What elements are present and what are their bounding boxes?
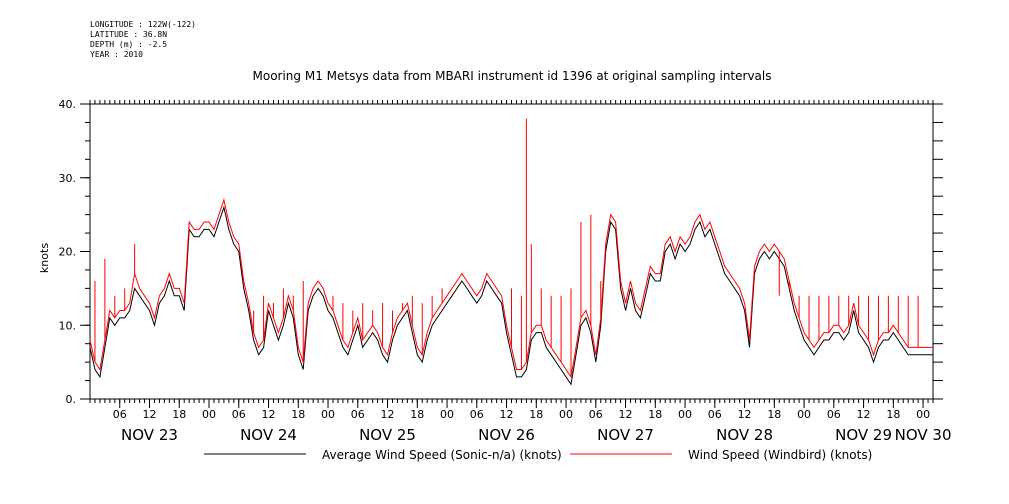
legend-label-average-wind-speed: Average Wind Speed (Sonic-n/a) (knots): [322, 448, 562, 462]
longitude-text: LONGITUDE : 122W(-122): [90, 20, 196, 29]
y-tick-label: 0.: [66, 393, 77, 406]
x-hour-label: 12: [738, 408, 752, 421]
depth-text: DEPTH (m) : -2.5: [90, 40, 168, 49]
x-date-label: NOV 30: [895, 426, 952, 444]
x-hour-label: 18: [648, 408, 662, 421]
x-hour-label: 18: [529, 408, 543, 421]
y-axis-label: knots: [38, 243, 51, 273]
x-hour-label: 12: [500, 408, 514, 421]
y-tick-label: 40.: [59, 98, 77, 111]
x-date-label: NOV 25: [359, 426, 416, 444]
latitude-text: LATITUDE : 36.8N: [90, 30, 168, 39]
x-hour-label: 00: [440, 408, 454, 421]
y-tick-label: 10.: [59, 319, 77, 332]
x-hour-label: 00: [678, 408, 692, 421]
x-hour-label: 06: [827, 408, 841, 421]
series-line-average-wind-speed: [89, 205, 933, 386]
x-hour-label: 00: [202, 408, 216, 421]
minor-ticks: [85, 100, 943, 403]
year-text: YEAR : 2010: [90, 50, 143, 59]
y-tick-label: 20.: [59, 246, 77, 259]
x-date-label: NOV 23: [121, 426, 178, 444]
x-hour-label: 06: [708, 408, 722, 421]
x-hour-label: 06: [351, 408, 365, 421]
x-hour-label: 06: [470, 408, 484, 421]
series-layer: [89, 118, 933, 386]
x-hour-label: 18: [410, 408, 424, 421]
x-hour-label: 18: [886, 408, 900, 421]
x-date-label: NOV 28: [716, 426, 773, 444]
x-date-label: NOV 24: [240, 426, 297, 444]
x-hour-label: 00: [916, 408, 930, 421]
x-hour-label: 00: [797, 408, 811, 421]
y-axis-ticks: 0. 10. 20. 30. 40.: [59, 98, 90, 406]
x-hour-label: 12: [143, 408, 157, 421]
chart-title: Mooring M1 Metsys data from MBARI instru…: [253, 69, 772, 83]
y-tick-label: 30.: [59, 172, 77, 185]
x-hour-label: 12: [857, 408, 871, 421]
x-hour-label: 00: [321, 408, 335, 421]
x-hour-label: 00: [559, 408, 573, 421]
series-line-windbird: [89, 198, 933, 379]
x-hour-label: 06: [589, 408, 603, 421]
x-hour-label: 18: [767, 408, 781, 421]
x-axis-ticks: 06 12 18 00 06 12 18 00 06 12 18 00 06 12 18 00 06 12 18 00…: [113, 399, 952, 444]
x-date-label: NOV 26: [478, 426, 535, 444]
metadata-block: LONGITUDE : 122W(-122) LATITUDE : 36.8N …: [90, 20, 196, 60]
legend-label-windbird: Wind Speed (Windbird) (knots): [688, 448, 872, 462]
x-date-label: NOV 27: [597, 426, 654, 444]
x-hour-label: 12: [619, 408, 633, 421]
x-hour-label: 06: [232, 408, 246, 421]
x-hour-label: 06: [113, 408, 127, 421]
x-hour-label: 12: [381, 408, 395, 421]
x-hour-label: 18: [291, 408, 305, 421]
x-date-label: NOV 29: [835, 426, 892, 444]
legend: Average Wind Speed (Sonic-n/a) (knots) W…: [204, 448, 872, 462]
x-hour-label: 12: [262, 408, 276, 421]
x-hour-label: 18: [172, 408, 186, 421]
